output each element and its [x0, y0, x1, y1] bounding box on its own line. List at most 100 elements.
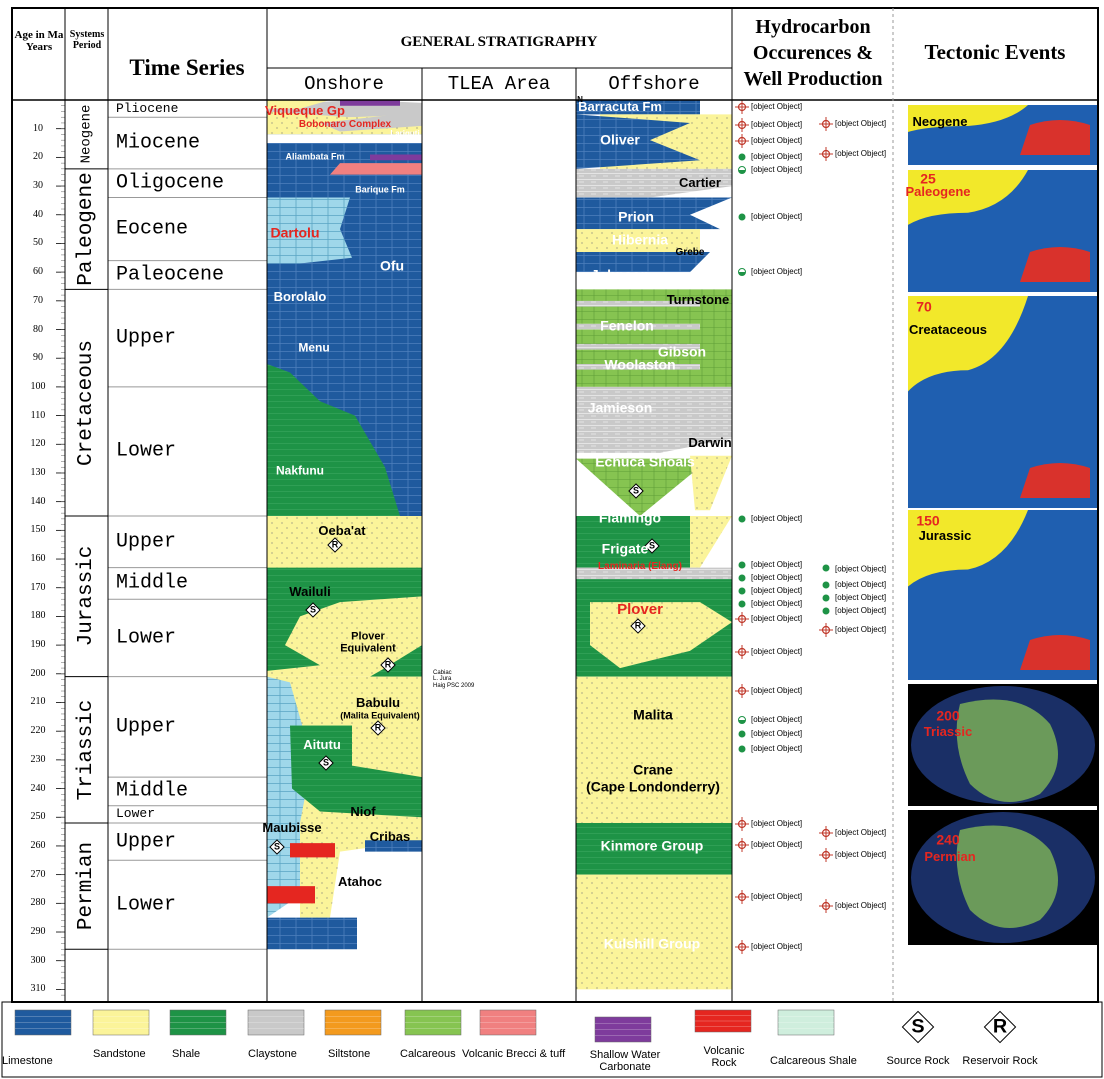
age-tick-label: 90: [33, 351, 43, 363]
header-systems: Systems Period: [69, 29, 105, 51]
well-label: [object Object]: [751, 598, 803, 608]
legend-label: Siltstone: [328, 1048, 371, 1061]
continent: [1020, 120, 1090, 155]
well-label: [object Object]: [751, 839, 803, 849]
age-tick-label: 110: [30, 409, 46, 421]
lithology: [690, 455, 732, 511]
age-tick-label: 200: [30, 667, 46, 679]
tectonic-label: Creataceous: [908, 322, 988, 338]
well-oil: [822, 607, 830, 615]
legend-label: Calcareous: [400, 1048, 456, 1061]
formation-label: (Malita Equivalent): [340, 710, 420, 721]
lithology: [576, 458, 710, 517]
tectonic-age: 70: [916, 298, 932, 315]
well-dry: [819, 117, 833, 131]
rock-marker: [318, 755, 334, 771]
lithology: [576, 874, 732, 990]
formation-label: Turnstone: [666, 292, 730, 308]
tectonic-age: 200: [936, 707, 960, 724]
lithology: [267, 363, 400, 517]
lithology: [576, 272, 732, 290]
formation-label: Echuca Shoals: [595, 453, 695, 470]
formation-label: Plover: [617, 601, 663, 619]
tectonic-age: 25: [920, 170, 936, 187]
period-label: Triassic: [74, 699, 98, 801]
legend-label: Claystone: [248, 1048, 297, 1061]
lithology: [576, 252, 710, 273]
well-oil: [738, 574, 746, 582]
well-label: [object Object]: [835, 624, 887, 634]
rock-marker-letter: R: [384, 659, 392, 670]
formation-label: Frigate: [601, 540, 649, 557]
formation-label: Bobonaro Complex: [298, 118, 392, 130]
rock-marker-letter: S: [322, 757, 330, 768]
well-label: [object Object]: [751, 585, 803, 595]
age-tick-label: 120: [30, 438, 46, 450]
formation-label: Menu: [298, 340, 330, 355]
tectonic-label: Neogene: [912, 114, 968, 130]
lithology: [365, 840, 422, 852]
rock-marker: [901, 1010, 935, 1044]
epoch-label: Upper: [116, 530, 177, 554]
age-tick-label: 30: [33, 179, 43, 191]
tectonic-age: 150: [916, 512, 940, 529]
legend-label: Shallow Water Carbonate: [589, 1049, 661, 1073]
rock-marker: [628, 483, 644, 499]
formation-label: Viqueque Gp: [265, 103, 345, 119]
lithology: [330, 163, 422, 175]
lithology: [576, 363, 700, 370]
well-label: [object Object]: [751, 266, 803, 276]
lithology: [576, 229, 700, 253]
formation-label: Fenelon: [600, 317, 654, 334]
age-tick-label: 190: [30, 638, 46, 650]
continent: [956, 825, 1058, 928]
age-tick-label: 210: [30, 696, 46, 708]
well-label: [object Object]: [751, 818, 803, 828]
continent: [1020, 247, 1090, 282]
age-tick-label: 310: [30, 983, 46, 995]
formation-label: Barracuta Fm: [578, 99, 662, 115]
well-oil: [738, 745, 746, 753]
lithology: [690, 516, 732, 568]
well-label: [object Object]: [751, 559, 803, 569]
epoch-label: Middle: [116, 571, 189, 595]
well-oil: [738, 153, 746, 161]
epoch-label: Pliocene: [116, 100, 179, 116]
well-dry: [735, 100, 749, 114]
epoch-label: Paleocene: [116, 263, 225, 287]
formation-label: Aitutu: [303, 737, 341, 753]
legend-label: Volcanic Brecci & tuff: [462, 1048, 566, 1061]
lithology: [576, 822, 732, 875]
well-label: [object Object]: [751, 164, 803, 174]
legend-swatch: [404, 1009, 462, 1036]
formation-label: Kinmore Group: [600, 837, 704, 854]
epoch-label: Upper: [116, 830, 177, 854]
lithology: [576, 289, 732, 387]
legend-box: [1, 1001, 1103, 1078]
age-tick-label: 160: [30, 552, 46, 564]
rock-marker: [370, 720, 386, 736]
well-label: [object Object]: [751, 728, 803, 738]
continent: [908, 510, 1028, 587]
well-label: [object Object]: [751, 513, 803, 523]
legend-swatch: [169, 1009, 227, 1036]
well-oil: [738, 730, 746, 738]
age-tick-label: 100: [30, 380, 46, 392]
age-tick-label: 50: [33, 237, 43, 249]
header-onshore: Onshore: [304, 73, 384, 96]
well-dry: [735, 817, 749, 831]
lithology: [370, 154, 422, 161]
formation-label: Prion: [618, 208, 654, 225]
well-dry: [735, 684, 749, 698]
epoch-label: Upper: [116, 326, 177, 350]
continent: [908, 170, 1028, 225]
lithology: [340, 100, 400, 106]
well-show: [738, 720, 746, 724]
age-tick-label: 40: [33, 208, 43, 220]
well-label: [object Object]: [835, 592, 887, 602]
formation-label: Lariguti: [390, 128, 420, 138]
formation-label: Aliambata Fm: [285, 151, 345, 162]
well-oil: [822, 594, 830, 602]
legend-label: Volcanic Rock: [703, 1045, 745, 1069]
